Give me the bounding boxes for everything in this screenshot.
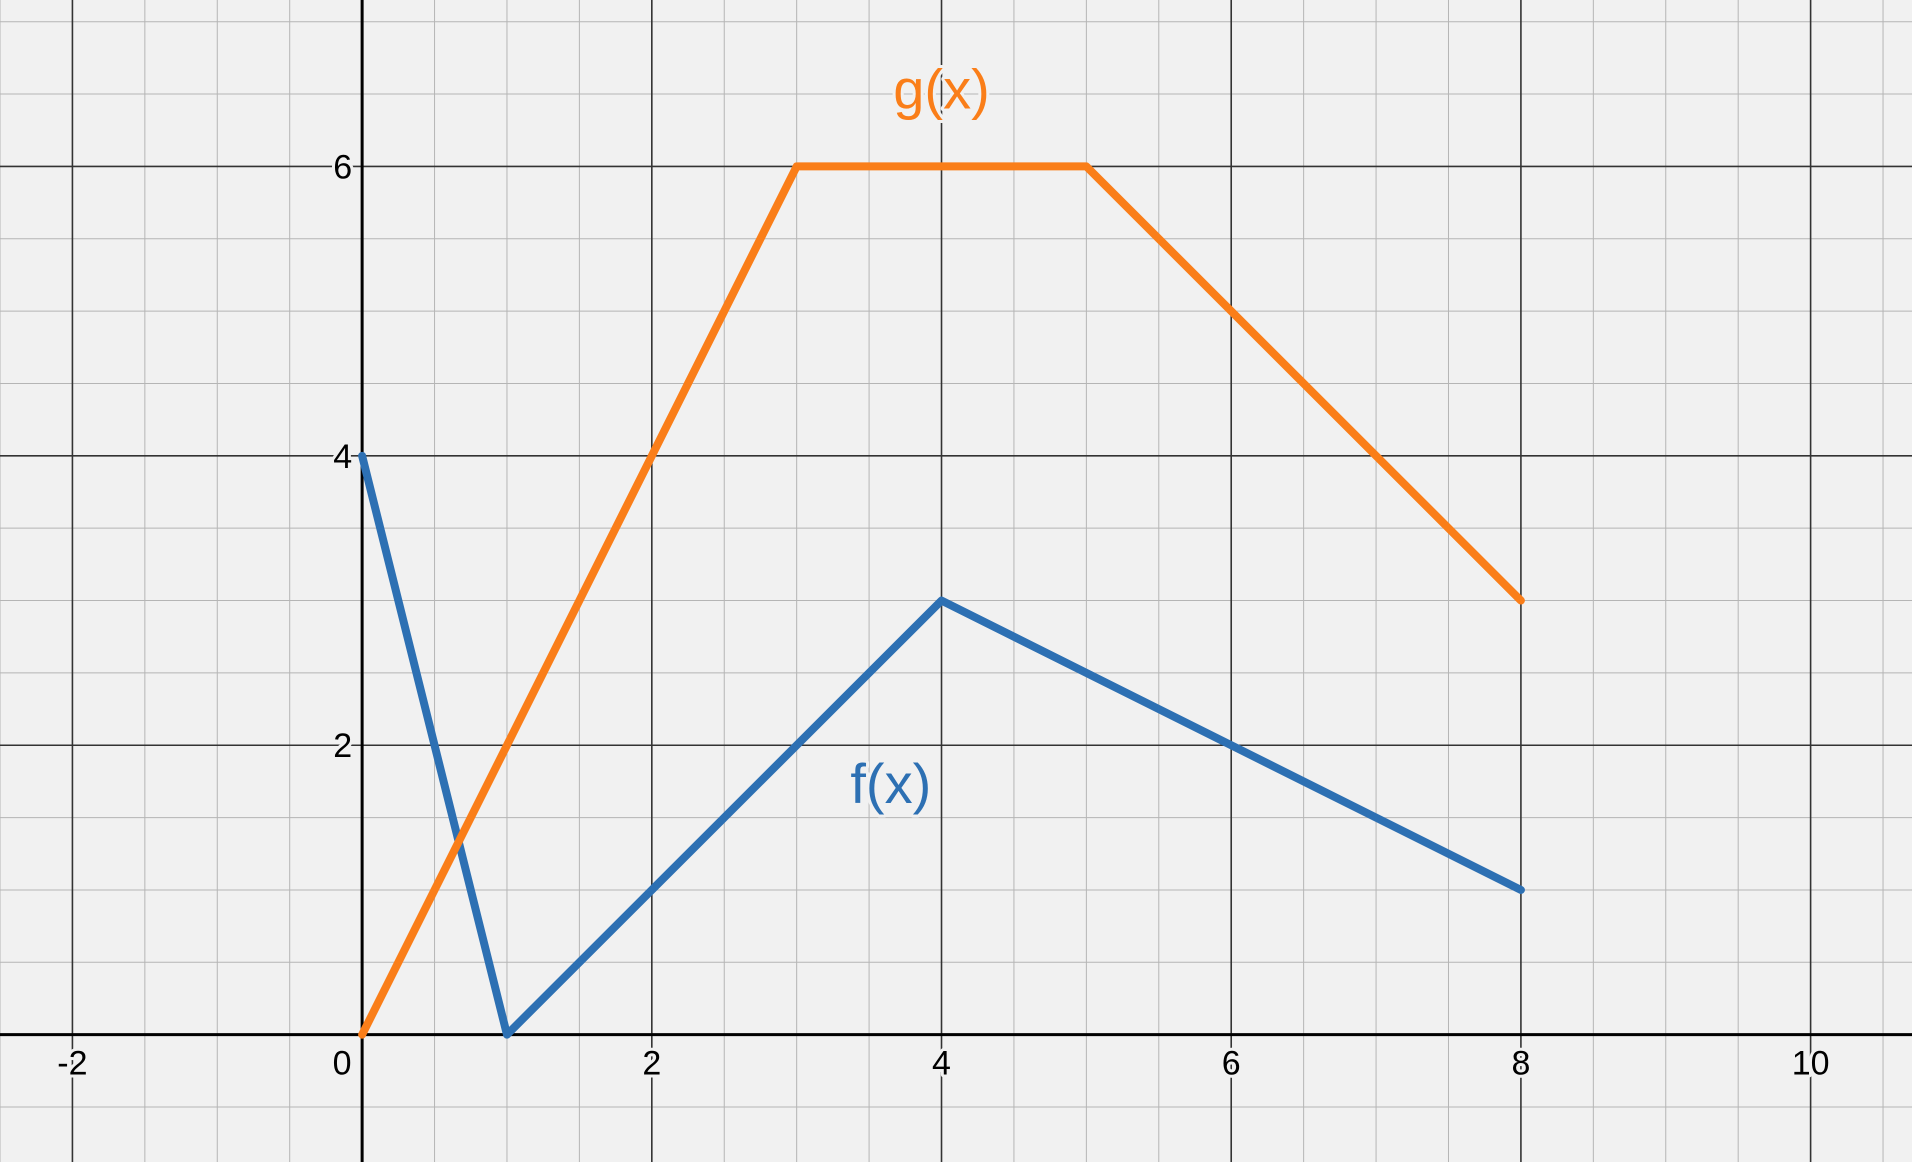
x-tick-label: 6 xyxy=(1222,1045,1241,1083)
series-label-1: f(x) xyxy=(850,752,931,815)
y-tick-label: 2 xyxy=(333,727,352,765)
x-tick-label: -2 xyxy=(57,1045,87,1083)
series-line-1 xyxy=(358,451,1525,1039)
series-label-2: g(x) xyxy=(893,58,989,121)
series-lines xyxy=(358,162,1525,1039)
series-labels: f(x) g(x) xyxy=(847,55,992,819)
x-tick-label: 4 xyxy=(932,1045,951,1083)
x-tick-label: 2 xyxy=(642,1045,661,1083)
origin-label: 0 xyxy=(333,1045,352,1083)
x-tick-label: 8 xyxy=(1511,1045,1530,1083)
tick-labels: -2 2 4 6 8 10 2 4 6 0 xyxy=(54,145,1832,1085)
x-tick-label: 10 xyxy=(1792,1045,1830,1083)
y-tick-label: 4 xyxy=(333,438,352,476)
y-tick-label: 6 xyxy=(333,148,352,186)
series-line-2 xyxy=(358,162,1525,1039)
